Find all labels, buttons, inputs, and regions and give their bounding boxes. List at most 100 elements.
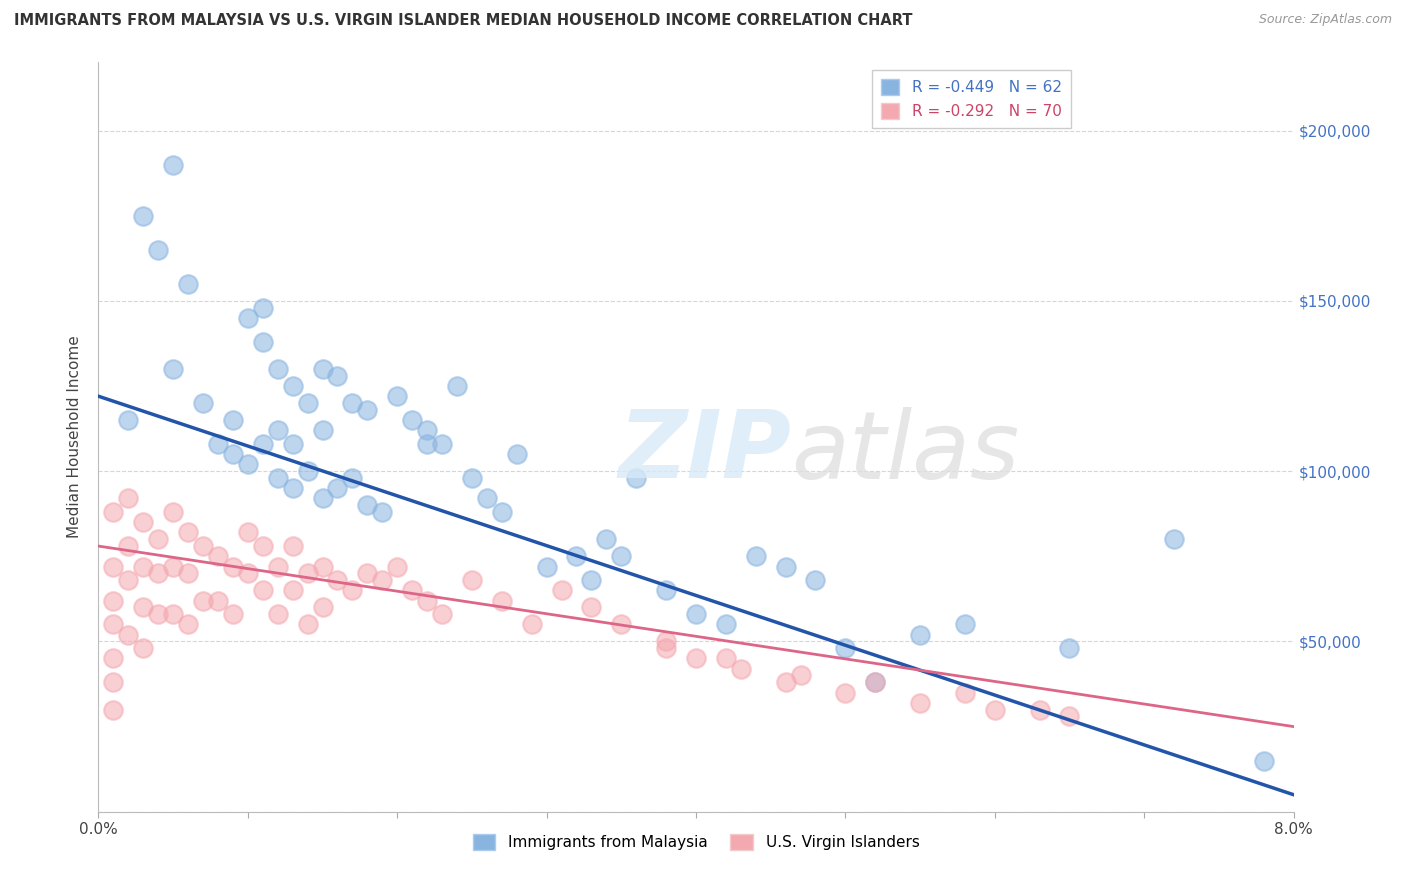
Point bbox=[416, 423, 439, 437]
Point bbox=[326, 481, 349, 495]
Point bbox=[103, 702, 125, 716]
Point bbox=[117, 627, 139, 641]
Point bbox=[297, 464, 319, 478]
Point bbox=[491, 505, 513, 519]
Text: IMMIGRANTS FROM MALAYSIA VS U.S. VIRGIN ISLANDER MEDIAN HOUSEHOLD INCOME CORRELA: IMMIGRANTS FROM MALAYSIA VS U.S. VIRGIN … bbox=[14, 13, 912, 29]
Point bbox=[430, 607, 453, 622]
Point bbox=[416, 437, 439, 451]
Point bbox=[252, 334, 274, 349]
Point bbox=[222, 447, 245, 461]
Point bbox=[610, 549, 633, 564]
Point bbox=[281, 379, 304, 393]
Point bbox=[311, 491, 333, 506]
Point bbox=[371, 573, 394, 587]
Point bbox=[775, 559, 797, 574]
Point bbox=[430, 437, 453, 451]
Point bbox=[236, 458, 259, 472]
Point bbox=[162, 505, 184, 519]
Y-axis label: Median Household Income: Median Household Income bbox=[67, 335, 83, 539]
Point bbox=[520, 617, 543, 632]
Point bbox=[148, 566, 170, 581]
Point bbox=[207, 437, 229, 451]
Point bbox=[416, 593, 439, 607]
Point bbox=[132, 209, 155, 223]
Point bbox=[401, 583, 423, 598]
Point bbox=[581, 573, 603, 587]
Point bbox=[148, 607, 170, 622]
Point bbox=[536, 559, 558, 574]
Point bbox=[356, 566, 378, 581]
Point bbox=[236, 525, 259, 540]
Point bbox=[311, 600, 333, 615]
Point bbox=[297, 396, 319, 410]
Point bbox=[655, 641, 678, 656]
Point bbox=[984, 702, 1007, 716]
Point bbox=[1059, 709, 1081, 723]
Point bbox=[267, 471, 290, 485]
Point bbox=[908, 696, 931, 710]
Point bbox=[714, 617, 737, 632]
Point bbox=[550, 583, 572, 598]
Point bbox=[191, 593, 214, 607]
Point bbox=[581, 600, 603, 615]
Point bbox=[117, 491, 139, 506]
Point bbox=[222, 607, 245, 622]
Point bbox=[297, 566, 319, 581]
Point bbox=[162, 362, 184, 376]
Point bbox=[297, 617, 319, 632]
Point bbox=[103, 617, 125, 632]
Point bbox=[506, 447, 529, 461]
Point bbox=[342, 583, 364, 598]
Point bbox=[117, 413, 139, 427]
Point bbox=[177, 617, 200, 632]
Point bbox=[162, 559, 184, 574]
Point bbox=[117, 539, 139, 553]
Point bbox=[1253, 754, 1275, 768]
Point bbox=[446, 379, 468, 393]
Point bbox=[132, 559, 155, 574]
Point bbox=[236, 310, 259, 325]
Point bbox=[267, 423, 290, 437]
Point bbox=[148, 533, 170, 547]
Point bbox=[191, 396, 214, 410]
Point bbox=[385, 389, 409, 403]
Point bbox=[626, 471, 648, 485]
Point bbox=[356, 402, 378, 417]
Point bbox=[326, 573, 349, 587]
Point bbox=[714, 651, 737, 665]
Point bbox=[655, 583, 678, 598]
Point bbox=[730, 662, 752, 676]
Point bbox=[281, 583, 304, 598]
Point bbox=[311, 423, 333, 437]
Point bbox=[491, 593, 513, 607]
Point bbox=[162, 158, 184, 172]
Point bbox=[745, 549, 768, 564]
Point bbox=[1059, 641, 1081, 656]
Point bbox=[191, 539, 214, 553]
Text: atlas: atlas bbox=[792, 407, 1019, 498]
Point bbox=[865, 675, 887, 690]
Point bbox=[281, 539, 304, 553]
Point bbox=[1163, 533, 1185, 547]
Point bbox=[804, 573, 827, 587]
Point bbox=[685, 607, 707, 622]
Point bbox=[148, 243, 170, 257]
Point bbox=[207, 593, 229, 607]
Point bbox=[311, 559, 333, 574]
Point bbox=[177, 566, 200, 581]
Point bbox=[953, 617, 976, 632]
Point bbox=[177, 277, 200, 291]
Point bbox=[342, 471, 364, 485]
Point bbox=[222, 559, 245, 574]
Point bbox=[865, 675, 887, 690]
Point bbox=[371, 505, 394, 519]
Point bbox=[655, 634, 678, 648]
Point bbox=[252, 437, 274, 451]
Point bbox=[461, 471, 484, 485]
Point bbox=[356, 498, 378, 512]
Point bbox=[401, 413, 423, 427]
Legend: Immigrants from Malaysia, U.S. Virgin Islanders: Immigrants from Malaysia, U.S. Virgin Is… bbox=[467, 829, 925, 856]
Point bbox=[834, 685, 856, 699]
Point bbox=[789, 668, 811, 682]
Point bbox=[267, 362, 290, 376]
